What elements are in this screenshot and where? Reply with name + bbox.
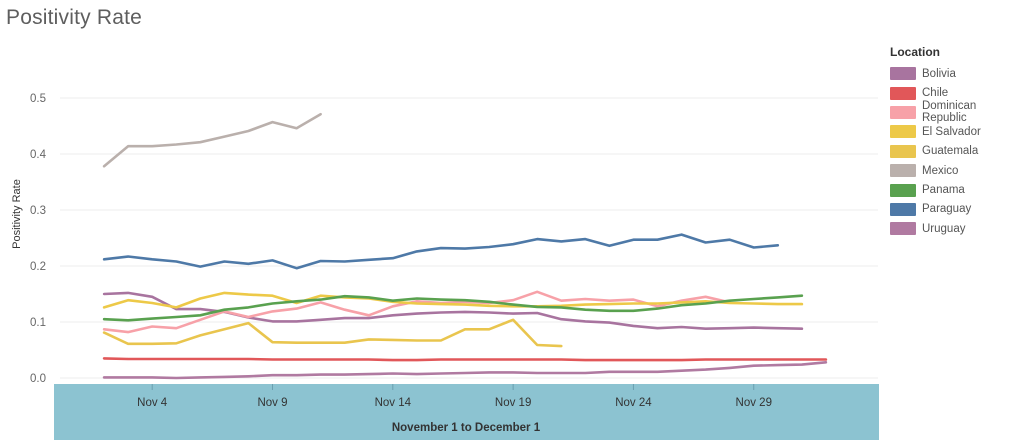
legend-label: Dominican Republic: [921, 100, 977, 125]
x-axis-band: [54, 384, 879, 440]
x-tick-label: Nov 29: [736, 397, 772, 409]
legend-label: Mexico: [922, 164, 959, 177]
series-lines: [102, 112, 828, 380]
x-tick-label: Nov 4: [137, 397, 168, 409]
y-axis-ticks: 0.0 0.1 0.2 0.3 0.4 0.5: [30, 93, 47, 385]
legend-item-dominican-republic[interactable]: Dominican Republic: [890, 100, 1024, 125]
legend-swatch: [890, 67, 916, 81]
legend: Location Bolivia Chile Dominican Republic E…: [890, 45, 1024, 239]
legend-label: Guatemala: [922, 145, 979, 158]
legend-item-paraguay[interactable]: Paraguay: [890, 200, 1024, 219]
x-tick-label: Nov 9: [257, 397, 287, 409]
legend-label: Panama: [922, 184, 965, 197]
x-tick-label: Nov 14: [375, 397, 412, 409]
legend-item-el-salvador[interactable]: El Salvador: [890, 122, 1024, 141]
legend-swatch: [890, 144, 916, 158]
legend-label: Paraguay: [922, 203, 972, 216]
series-line-guatemala[interactable]: [102, 318, 563, 348]
series-line-panama[interactable]: [102, 294, 804, 322]
y-tick-label: 0.1: [30, 317, 46, 329]
series-line-chile[interactable]: [102, 357, 828, 362]
series-line-uruguay[interactable]: [102, 360, 828, 380]
legend-item-bolivia[interactable]: Bolivia: [890, 64, 1024, 83]
chart-title: Positivity Rate: [6, 6, 143, 29]
x-axis-label: November 1 to December 1: [392, 422, 541, 434]
x-tick-label: Nov 19: [495, 397, 531, 409]
legend-swatch: [890, 222, 916, 236]
y-tick-label: 0.4: [30, 149, 47, 161]
legend-label: Uruguay: [922, 222, 966, 235]
legend-items: Bolivia Chile Dominican Republic El Salvado…: [890, 64, 1024, 239]
legend-swatch: [890, 183, 916, 197]
gridlines: [60, 97, 878, 379]
legend-label: Chile: [922, 87, 949, 100]
legend-swatch: [890, 125, 916, 139]
y-tick-label: 0.0: [30, 373, 46, 385]
y-axis-label: Positivity Rate: [11, 179, 23, 249]
y-tick-label: 0.3: [30, 205, 46, 217]
legend-swatch: [890, 164, 916, 178]
legend-item-chile[interactable]: Chile: [890, 83, 1024, 102]
legend-swatch: [890, 86, 916, 100]
y-tick-label: 0.5: [30, 93, 46, 105]
x-tick-label: Nov 24: [615, 397, 652, 409]
series-line-el-salvador[interactable]: [102, 291, 804, 309]
series-line-mexico[interactable]: [102, 112, 322, 168]
x-axis-ticks: Nov 4 Nov 9 Nov 14 Nov 19 Nov 24 Nov 29: [137, 384, 772, 409]
series-line-paraguay[interactable]: [102, 233, 780, 270]
legend-item-mexico[interactable]: Mexico: [890, 161, 1024, 180]
legend-item-guatemala[interactable]: Guatemala: [890, 142, 1024, 161]
legend-item-uruguay[interactable]: Uruguay: [890, 219, 1024, 238]
legend-swatch: [890, 105, 916, 119]
legend-swatch: [890, 202, 916, 216]
legend-label: Bolivia: [922, 67, 956, 80]
legend-item-panama[interactable]: Panama: [890, 180, 1024, 199]
y-tick-label: 0.2: [30, 261, 46, 273]
legend-title: Location: [890, 45, 940, 59]
legend-label: El Salvador: [922, 125, 981, 138]
series-line-dominican-republic[interactable]: [102, 290, 732, 334]
